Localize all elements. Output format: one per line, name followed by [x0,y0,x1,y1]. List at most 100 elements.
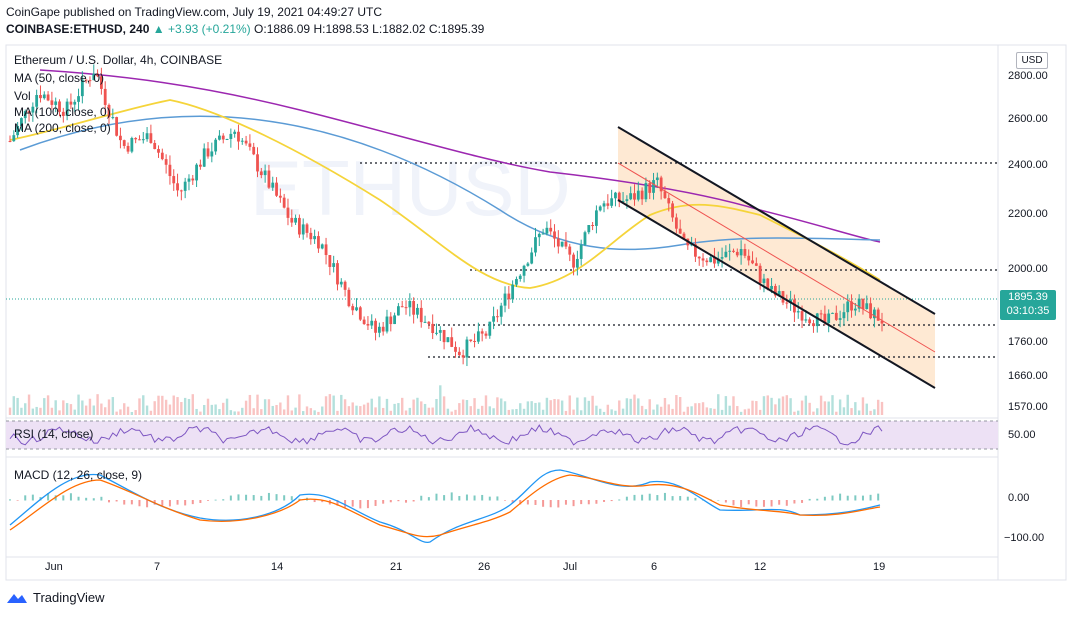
candle-body [126,145,130,152]
candle-body [876,309,880,321]
candle-body [667,198,671,204]
candle-body [297,217,301,235]
candle-body [743,249,747,256]
candle-body [754,263,758,266]
legend-vol[interactable]: Vol [14,89,31,103]
candle-body [400,306,404,308]
volume-bar [142,395,145,415]
volume-bar [225,398,229,415]
candle-body [671,203,674,218]
legend-ma50[interactable]: MA (50, close, 0) [14,71,105,85]
high-label: H: [313,22,326,36]
candle-body [545,227,549,234]
legend-rsi[interactable]: RSI (14, close) [14,427,94,441]
macd-hist-bar [412,500,415,502]
candle-body [103,88,107,105]
volume-bar [58,410,61,415]
candle-body [853,308,857,311]
candle-body [705,260,709,263]
candle-body [16,125,20,136]
legend-ma200[interactable]: MA (200, close, 0) [14,121,111,135]
time-label: Jul [563,561,577,573]
macd-hist-bar [450,492,453,501]
macd-hist-bar [207,500,210,501]
volume-bar [324,396,328,415]
legend-title: Ethereum / U.S. Dollar, 4h, COINBASE [14,53,223,67]
volume-bar [218,409,221,415]
volume-bar [717,394,720,415]
macd-hist-bar [740,500,743,508]
volume-bar [84,405,88,415]
candle-body [370,320,374,326]
candle-body [823,313,827,323]
volume-bar [606,404,610,415]
candle-body [724,251,728,258]
candle-body [58,101,61,112]
volume-bar [823,401,827,415]
volume-bar [857,410,861,415]
volume-bar [865,403,868,415]
macd-hist-bar [168,500,171,507]
tradingview-footer[interactable]: TradingView [6,590,105,605]
macd-hist-bar [245,494,248,501]
volume-bar [24,403,27,415]
volume-bar [77,394,80,415]
volume-bar [667,404,670,415]
candle-body [457,351,461,356]
legend-ma100[interactable]: MA (100, close, 0) [14,105,111,119]
volume-bar [496,397,499,415]
candle-body [183,181,187,191]
ohlc-header: COINBASE:ETHUSD, 240 ▲ +3.93 (+0.21%) O:… [6,22,484,36]
volume-bar [701,402,705,415]
candle-body [880,320,884,324]
currency-button[interactable]: USD [1016,52,1048,69]
candle-body [518,275,522,279]
macd-hist-bar [374,500,377,506]
candle-body [819,313,823,315]
candle-body [602,203,606,207]
macd-hist-bar [801,500,804,503]
volume-bar [549,400,552,415]
candle-body [640,190,644,200]
candle-body [385,316,389,332]
candle-body [568,246,572,255]
volume-bar [766,395,769,415]
volume-bar [530,401,533,415]
legend-macd[interactable]: MACD (12, 26, close, 9) [14,468,143,482]
candle-body [259,171,263,176]
volume-bar [203,404,206,415]
volume-bar [732,396,735,415]
volume-bar [35,406,38,415]
volume-bar [161,395,164,415]
volume-bar [130,411,134,415]
candle-body [229,133,233,139]
volume-bar [420,401,423,415]
candle-body [511,284,515,300]
candle-body [84,79,88,81]
candle-body [12,135,16,142]
close-value: 1895.39 [440,22,485,36]
volume-bar [762,396,766,415]
volume-bar [374,407,377,415]
volume-bar [720,409,724,415]
candle-body [484,333,488,336]
volume-bar [442,396,446,415]
macd-hist-bar [237,494,240,501]
macd-hist-bar [778,500,781,505]
price-axis[interactable]: 2800.00 2600.00 2400.00 2200.00 2000.00 … [1004,70,1048,544]
volume-bar [492,408,495,415]
macd-hist-bar [199,500,202,503]
macd-hist-bar [572,500,575,507]
candle-body [652,180,655,193]
candle-body [728,250,732,252]
macd-hist-bar [755,500,758,507]
candle-body [739,249,743,256]
time-axis[interactable]: Jun 7 14 21 26 Jul 6 12 19 [45,561,885,573]
macd-hist-bar [420,495,423,501]
candle-body [595,210,598,226]
chart-canvas[interactable]: ETHUSD 2800.00 2600.00 2400.00 2200.00 2… [0,40,1073,585]
volume-bar [777,398,781,415]
volume-bar [294,407,297,415]
candle-body [282,197,286,208]
volume-bar [366,402,370,415]
